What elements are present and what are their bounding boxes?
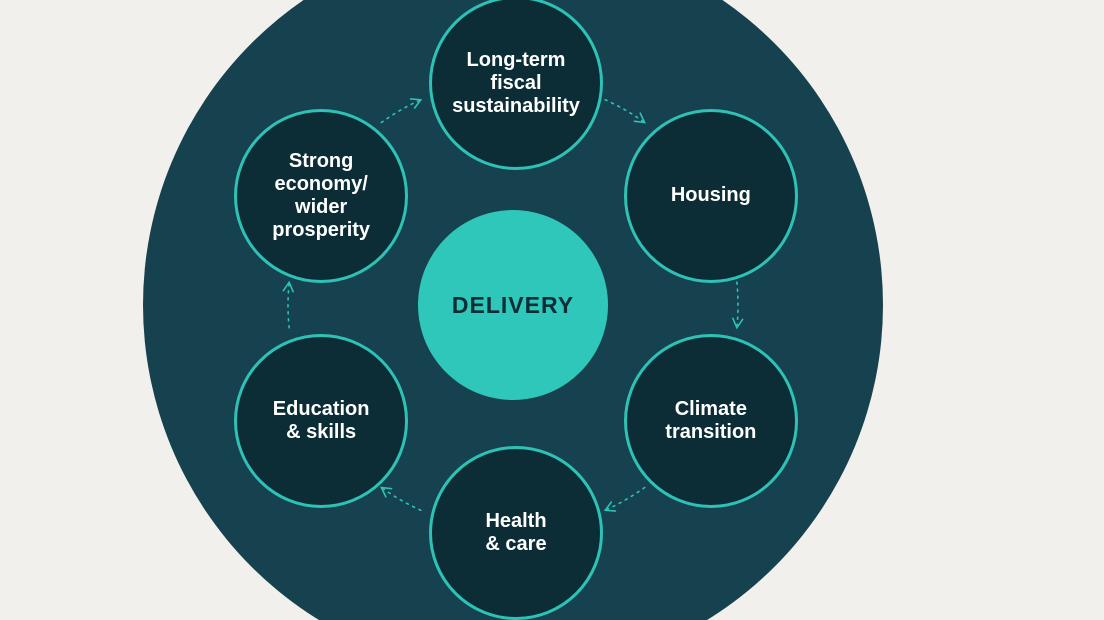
diagram-stage: DELIVERY Long-term fiscal sustainability… bbox=[0, 0, 1104, 620]
center-node: DELIVERY bbox=[418, 210, 608, 400]
node-climate: Climate transition bbox=[624, 334, 798, 508]
node-label: Climate transition bbox=[655, 398, 766, 444]
node-housing: Housing bbox=[624, 109, 798, 283]
node-label: Long-term fiscal sustainability bbox=[442, 49, 590, 118]
node-label: Strong economy/ wider prosperity bbox=[262, 150, 380, 242]
node-fiscal: Long-term fiscal sustainability bbox=[429, 0, 603, 170]
node-label: Education & skills bbox=[263, 398, 380, 444]
node-edu: Education & skills bbox=[234, 334, 408, 508]
node-health: Health & care bbox=[429, 446, 603, 620]
node-label: Housing bbox=[661, 184, 761, 207]
center-label: DELIVERY bbox=[452, 292, 574, 319]
node-label: Health & care bbox=[475, 510, 556, 556]
node-economy: Strong economy/ wider prosperity bbox=[234, 109, 408, 283]
